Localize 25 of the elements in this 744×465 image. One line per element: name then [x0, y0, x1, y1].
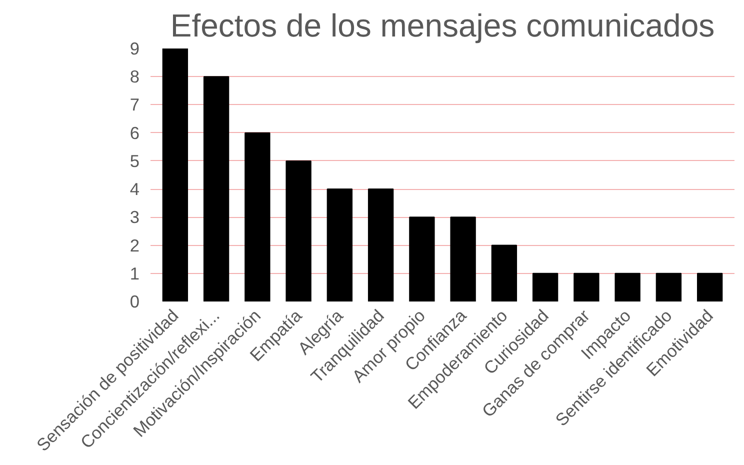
y-tick-label: 2 — [130, 235, 140, 256]
y-tick-label: 9 — [130, 38, 140, 58]
y-tick-label: 6 — [130, 122, 140, 143]
bar — [574, 272, 600, 302]
y-tick-label: 1 — [130, 263, 140, 284]
bar — [326, 188, 353, 302]
bar — [203, 76, 230, 302]
bar — [614, 272, 640, 302]
bar — [696, 272, 723, 302]
y-tick-label: 0 — [130, 292, 140, 312]
y-tick-label: 3 — [130, 207, 140, 228]
y-tick-label: 7 — [130, 94, 140, 115]
y-tick-label: 4 — [130, 179, 140, 200]
bar — [368, 188, 394, 302]
bar — [286, 160, 312, 302]
bar — [491, 244, 518, 302]
chart-title: Efectos de los mensajes comunicados — [170, 8, 715, 44]
y-tick-label: 8 — [130, 66, 140, 87]
y-tick-label: 5 — [130, 150, 140, 171]
bar — [409, 216, 435, 302]
bar — [656, 272, 682, 302]
bar — [162, 48, 188, 302]
bar — [532, 272, 558, 302]
bar — [244, 132, 270, 302]
bar — [450, 216, 476, 302]
